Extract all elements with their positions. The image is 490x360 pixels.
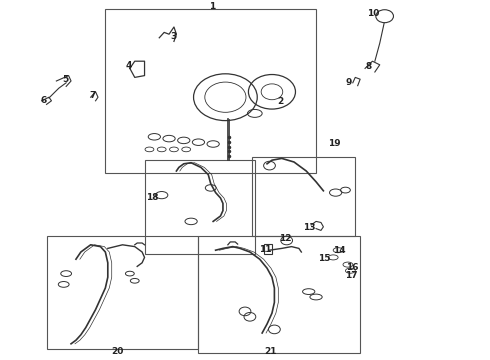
Bar [198,236,360,353]
Text: 3: 3 [171,32,177,41]
Text: 20: 20 [111,346,124,356]
Text: 6: 6 [41,96,47,105]
Text: 8: 8 [366,62,372,71]
Text: 15: 15 [318,254,331,263]
Text: 7: 7 [89,91,96,100]
Text: 13: 13 [303,223,316,232]
Bar [252,157,355,236]
Bar [105,9,316,173]
Text: 14: 14 [333,246,345,255]
Text: 2: 2 [277,97,283,106]
Text: 11: 11 [259,245,271,253]
Text: 17: 17 [345,271,358,280]
Bar [47,236,198,349]
Text: 4: 4 [125,61,132,70]
Text: 1: 1 [209,2,215,11]
Text: 21: 21 [264,346,277,356]
Bar [264,244,272,254]
Text: 16: 16 [345,263,358,272]
Text: 10: 10 [367,9,380,18]
Text: 18: 18 [146,193,158,202]
Text: 19: 19 [328,139,341,148]
Text: 12: 12 [279,234,292,243]
Text: 5: 5 [62,76,68,85]
Bar [145,160,255,254]
Text: 9: 9 [345,78,352,87]
